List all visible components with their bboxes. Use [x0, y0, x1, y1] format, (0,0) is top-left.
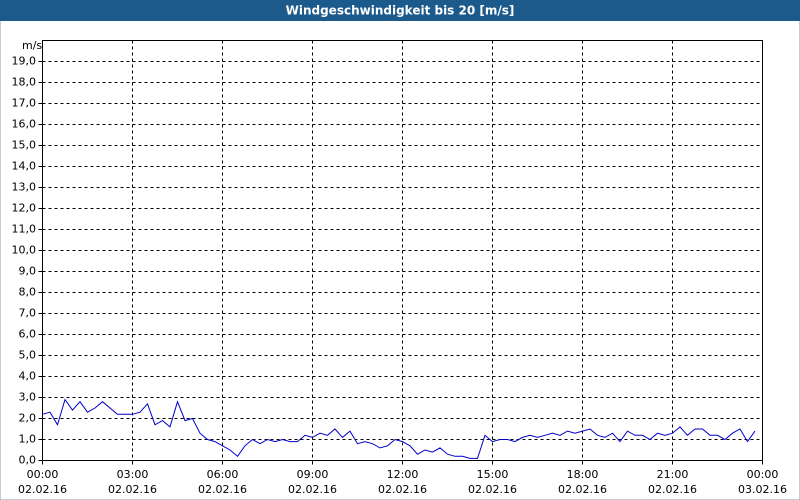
y-tick-label: 11,0: [12, 223, 37, 236]
y-tick-label: 17,0: [12, 97, 37, 110]
x-tick-label: 02.02.16: [378, 483, 427, 496]
x-tick-label: 12:00: [387, 468, 419, 481]
x-tick-label: 06:00: [207, 468, 239, 481]
x-tick-label: 03:00: [117, 468, 149, 481]
y-tick-label: 15,0: [12, 139, 37, 152]
y-tick-label: 5,0: [19, 349, 37, 362]
x-tick-label: 03.02.16: [738, 483, 787, 496]
y-tick-label: 3,0: [19, 391, 37, 404]
x-tick-label: 02.02.16: [468, 483, 517, 496]
x-tick-label: 00:00: [747, 468, 779, 481]
y-tick-label: 7,0: [19, 307, 37, 320]
chart-title: Windgeschwindigkeit bis 20 [m/s]: [286, 4, 515, 18]
x-tick-label: 02.02.16: [108, 483, 157, 496]
y-tick-label: 8,0: [19, 286, 37, 299]
grid: [42, 40, 763, 461]
y-tick-label: 6,0: [19, 328, 37, 341]
x-tick-label: 09:00: [297, 468, 329, 481]
y-tick-label: 2,0: [19, 412, 37, 425]
y-tick-label: 14,0: [12, 160, 37, 173]
y-tick-label: 10,0: [12, 244, 37, 257]
x-tick-label: 02.02.16: [288, 483, 337, 496]
x-tick-label: 15:00: [477, 468, 509, 481]
y-tick-label: 16,0: [12, 118, 37, 131]
x-tick-label: 02.02.16: [558, 483, 607, 496]
y-tick-label: 1,0: [19, 433, 37, 446]
x-tick-label: 18:00: [567, 468, 599, 481]
y-tick-label: 18,0: [12, 76, 37, 89]
y-tick-label: 4,0: [19, 370, 37, 383]
title-bar: [0, 0, 800, 21]
x-tick-label: 02.02.16: [198, 483, 247, 496]
y-tick-label: 19,0: [12, 55, 37, 68]
y-tick-label: 13,0: [12, 181, 37, 194]
y-axis-label: m/s: [22, 39, 42, 52]
data-line: [42, 398, 756, 459]
y-tick-label: 9,0: [19, 265, 37, 278]
x-tick-label: 02.02.16: [18, 483, 67, 496]
x-tick-label: 21:00: [657, 468, 689, 481]
x-tick-label: 02.02.16: [648, 483, 697, 496]
y-tick-label: 12,0: [12, 202, 37, 215]
y-tick-label: 0,0: [19, 454, 37, 467]
x-tick-label: 00:00: [27, 468, 59, 481]
